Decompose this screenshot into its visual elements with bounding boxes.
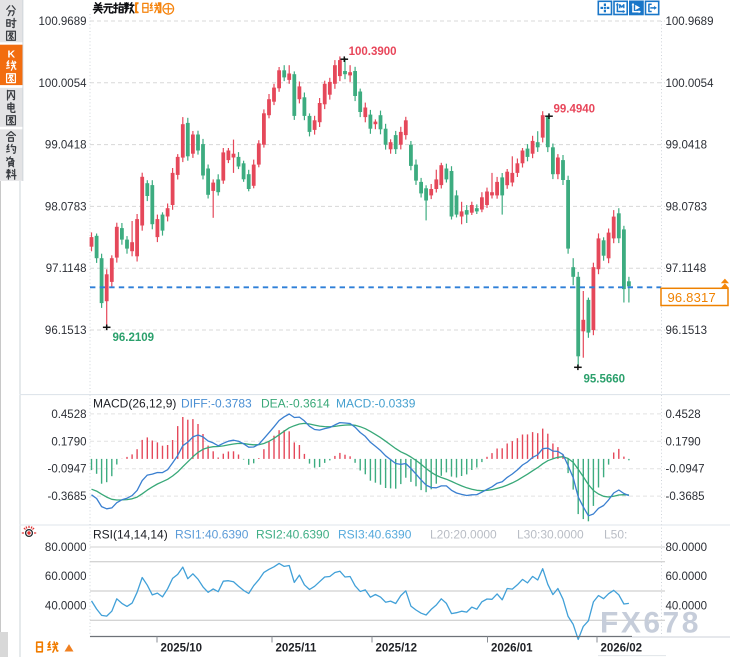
svg-text:96.1513: 96.1513 — [666, 325, 708, 337]
svg-text:RSI2:40.6390: RSI2:40.6390 — [256, 527, 330, 541]
svg-text:-0.3685: -0.3685 — [666, 491, 705, 503]
svg-text:2026/01: 2026/01 — [491, 643, 533, 655]
svg-text:-0.0947: -0.0947 — [666, 464, 705, 476]
svg-text:100.0054: 100.0054 — [39, 78, 88, 90]
svg-text:99.4940: 99.4940 — [554, 104, 596, 116]
svg-text:100.9689: 100.9689 — [39, 16, 87, 28]
svg-text:97.1148: 97.1148 — [666, 263, 707, 275]
svg-text:2025/10: 2025/10 — [161, 643, 203, 655]
svg-text:DIFF:-0.3783: DIFF:-0.3783 — [181, 396, 252, 410]
svg-text:100.0054: 100.0054 — [666, 78, 715, 90]
svg-text:2025/12: 2025/12 — [376, 643, 418, 655]
svg-text:DEA:-0.3614: DEA:-0.3614 — [261, 396, 330, 410]
svg-text:98.0783: 98.0783 — [45, 201, 87, 213]
svg-text:98.0783: 98.0783 — [666, 201, 708, 213]
svg-text:80.0000: 80.0000 — [45, 542, 87, 554]
svg-text:60.0000: 60.0000 — [666, 571, 708, 583]
svg-text:99.0418: 99.0418 — [666, 140, 708, 152]
svg-text:96.2109: 96.2109 — [113, 332, 155, 344]
svg-text:0.1790: 0.1790 — [51, 436, 86, 448]
svg-text:96.8317: 96.8317 — [668, 290, 716, 305]
svg-text:99.0418: 99.0418 — [45, 140, 87, 152]
svg-text:MACD:-0.0339: MACD:-0.0339 — [336, 396, 416, 410]
svg-text:40.0000: 40.0000 — [666, 601, 708, 613]
svg-text:0.4528: 0.4528 — [666, 409, 701, 421]
svg-text:MACD(26,12,9): MACD(26,12,9) — [93, 396, 176, 410]
svg-text:L30:30.0000: L30:30.0000 — [517, 527, 584, 541]
svg-text:97.1148: 97.1148 — [46, 263, 87, 275]
svg-text:0.4528: 0.4528 — [51, 409, 86, 421]
svg-text:100.3900: 100.3900 — [349, 46, 397, 58]
svg-text:L20:20.0000: L20:20.0000 — [430, 527, 497, 541]
svg-text:100.9689: 100.9689 — [666, 16, 714, 28]
svg-text:60.0000: 60.0000 — [45, 571, 87, 583]
svg-text:80.0000: 80.0000 — [666, 542, 708, 554]
svg-text:RSI(14,14,14): RSI(14,14,14) — [93, 527, 168, 541]
svg-text:RSI1:40.6390: RSI1:40.6390 — [175, 527, 249, 541]
svg-text:2025/11: 2025/11 — [276, 643, 318, 655]
svg-text:RSI3:40.6390: RSI3:40.6390 — [338, 527, 412, 541]
svg-text:95.5660: 95.5660 — [584, 374, 626, 386]
svg-text:40.0000: 40.0000 — [45, 601, 87, 613]
svg-text:-0.3685: -0.3685 — [47, 491, 86, 503]
svg-text:2026/02: 2026/02 — [601, 643, 643, 655]
svg-text:0.1790: 0.1790 — [666, 436, 701, 448]
svg-text:-0.0947: -0.0947 — [47, 464, 86, 476]
svg-text:K: K — [8, 49, 16, 61]
svg-text:FX678: FX678 — [600, 607, 701, 640]
svg-text:L50:: L50: — [604, 527, 627, 541]
svg-text:96.1513: 96.1513 — [45, 325, 87, 337]
